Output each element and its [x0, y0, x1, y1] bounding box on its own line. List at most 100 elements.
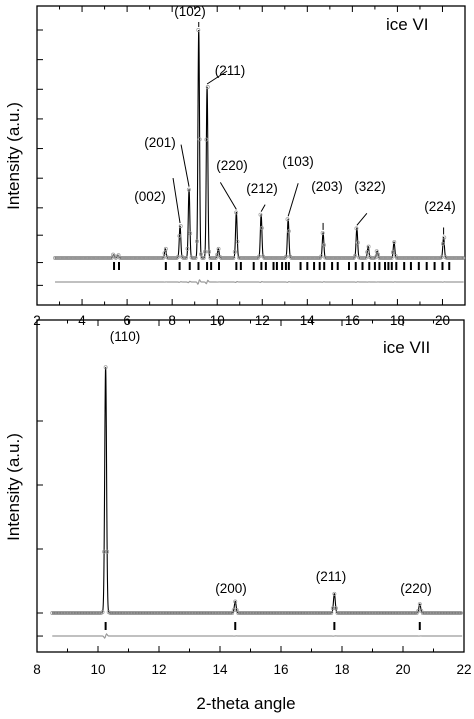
observed-point [269, 256, 274, 260]
observed-point [285, 217, 290, 222]
observed-point [86, 256, 91, 260]
observed-point [347, 256, 352, 260]
peak-label: (203) [311, 179, 343, 194]
observed-point [408, 256, 413, 260]
observed-point [103, 256, 107, 260]
observed-point [377, 255, 382, 260]
observed-point [121, 256, 126, 260]
observed-point [422, 256, 426, 260]
peak-label: (212) [246, 181, 278, 196]
observed-point [132, 256, 137, 260]
observed-point [263, 256, 268, 260]
observed-point [320, 230, 325, 235]
observed-point [62, 256, 67, 260]
peak-label: (322) [354, 179, 386, 194]
observed-point [355, 240, 360, 245]
observed-point [205, 85, 210, 89]
observed-point [131, 256, 136, 260]
observed-point [380, 256, 385, 260]
observed-point [267, 256, 272, 260]
observed-point [424, 256, 429, 260]
observed-point [55, 256, 60, 260]
peak-label: (200) [215, 581, 247, 596]
observed-point [278, 256, 283, 260]
observed-point [449, 256, 453, 260]
observed-point [235, 239, 240, 244]
panel-label-ice-vi: ice VI [386, 15, 429, 34]
observed-point [63, 256, 68, 260]
observed-point [238, 256, 243, 260]
observed-point [363, 255, 368, 260]
observed-point [136, 256, 141, 260]
peak-label: (201) [144, 135, 176, 150]
observed-point [69, 256, 74, 260]
observed-point [123, 256, 128, 260]
observed-point [249, 256, 253, 260]
observed-point [409, 256, 414, 260]
observed-point [242, 256, 247, 260]
observed-point [378, 256, 383, 260]
observed-point [76, 256, 80, 260]
observed-point [353, 253, 358, 258]
observed-point [219, 256, 224, 260]
observed-point [358, 256, 363, 260]
x-tick-label: 20 [395, 662, 410, 677]
observed-point [373, 255, 378, 260]
observed-point [361, 256, 366, 260]
observed-point [390, 250, 395, 255]
observed-point [274, 256, 279, 260]
observed-point [70, 256, 75, 260]
observed-point [446, 256, 451, 260]
x-axis-label: 2-theta angle [196, 694, 295, 713]
observed-point [246, 256, 251, 260]
observed-point [303, 256, 308, 260]
observed-point [200, 256, 205, 260]
observed-point [350, 256, 355, 260]
observed-point [257, 254, 262, 259]
observed-point [127, 256, 132, 260]
observed-point [227, 256, 232, 260]
x-tick-label: 10 [90, 662, 105, 677]
observed-point [262, 256, 267, 260]
observed-point [384, 256, 389, 260]
observed-point [247, 256, 252, 260]
observed-point [258, 212, 263, 217]
observed-point [104, 256, 109, 260]
peak-label: (002) [134, 189, 166, 204]
observed-point [77, 256, 82, 260]
observed-point [329, 610, 334, 615]
peak-leader-line [206, 70, 228, 85]
observed-point [397, 256, 402, 260]
observed-point [412, 256, 417, 260]
observed-point [343, 256, 348, 260]
peak-label: (211) [316, 569, 347, 584]
panel-ice-vi: ice VI Intensity (a.u.) 2468101214161820… [4, 4, 466, 328]
observed-point [207, 249, 212, 254]
observed-point [345, 256, 349, 260]
observed-point [157, 256, 162, 260]
observed-point [401, 256, 406, 260]
observed-point [209, 256, 214, 260]
observed-point [151, 256, 156, 260]
observed-point [311, 256, 316, 260]
observed-point [73, 256, 78, 260]
observed-point [458, 256, 463, 260]
observed-point [194, 239, 199, 244]
observed-point [92, 256, 97, 260]
observed-point [220, 256, 225, 260]
observed-point [415, 256, 420, 260]
observed-point [230, 256, 235, 260]
observed-point [88, 256, 93, 260]
observed-point [411, 256, 416, 260]
observed-point [54, 256, 59, 260]
observed-point [193, 255, 198, 260]
observed-point [346, 256, 351, 260]
observed-point [399, 256, 403, 260]
observed-point [228, 611, 233, 615]
observed-point [81, 256, 86, 260]
observed-point [296, 256, 301, 260]
observed-point [78, 256, 83, 260]
observed-point [316, 256, 321, 260]
observed-point [362, 256, 367, 260]
observed-point [74, 256, 79, 260]
